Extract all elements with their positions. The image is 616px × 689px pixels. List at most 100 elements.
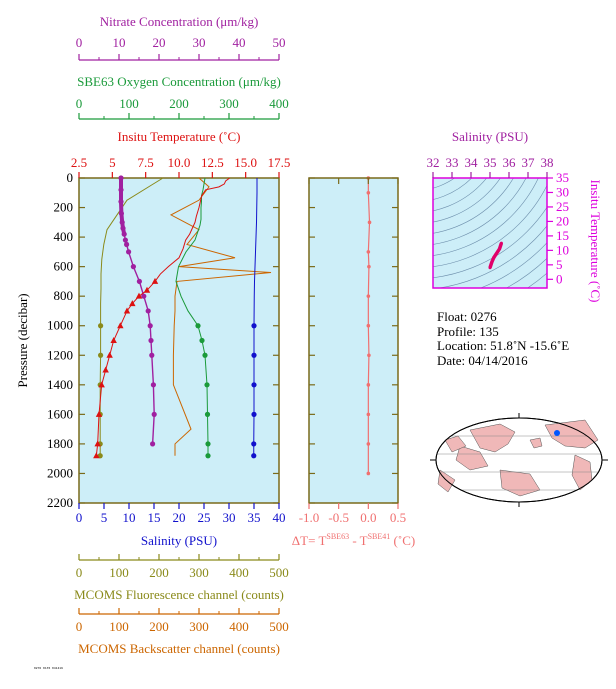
delta-t-title-mid: - T xyxy=(349,533,368,548)
ts-salinity-tick-label: 36 xyxy=(503,155,517,170)
pressure-axis-tick-label: 400 xyxy=(54,229,74,244)
oxygen-axis-title: SBE63 Oxygen Concentration (μm/kg) xyxy=(77,74,281,89)
ts-point xyxy=(488,266,492,270)
delta-t-panel-background xyxy=(309,178,398,503)
ts-point xyxy=(498,244,502,248)
nitrate-axis-tick-label: 30 xyxy=(193,35,206,50)
temperature-point xyxy=(117,322,124,329)
map-land xyxy=(444,435,467,453)
temperature-axis-tick-label: 2.5 xyxy=(71,155,87,170)
delta-t-axis: -1.0 -0.5 0.0 0.5 xyxy=(299,177,406,525)
temperature-point xyxy=(129,300,136,307)
salinity-axis: 0 5 10 15 20 25 30 35 40 xyxy=(76,503,286,525)
delta-t-point xyxy=(367,220,372,225)
oxygen-axis: 0 100 200 300 400 xyxy=(76,96,289,120)
nitrate-point xyxy=(150,441,156,447)
backscatter-axis-tick-label: 200 xyxy=(149,619,169,634)
ts-salinity-tick-label: 35 xyxy=(484,155,497,170)
salinity-axis-tick-label: 25 xyxy=(198,510,211,525)
nitrate-axis-tick-label: 10 xyxy=(113,35,126,50)
salinity-point xyxy=(251,441,257,447)
delta-t-point xyxy=(366,190,371,195)
nitrate-axis-tick-label: 50 xyxy=(273,35,286,50)
ts-salinity-tick-label: 38 xyxy=(541,155,554,170)
pressure-axis: 0 200 400 600 800 1000 1200 1400 1600 1800 2000 220… xyxy=(47,170,279,510)
salinity-axis-tick-label: 0 xyxy=(76,510,83,525)
fluorescence-point xyxy=(98,352,104,358)
fluorescence-axis-tick-label: 100 xyxy=(109,565,129,580)
delta-t-panel-frame xyxy=(308,177,399,504)
oxygen-point xyxy=(202,352,208,358)
delta-t-point xyxy=(366,383,371,387)
oxygen-point xyxy=(205,453,211,459)
salinity-axis-tick-label: 20 xyxy=(173,510,186,525)
nitrate-axis: 0 10 20 30 40 50 xyxy=(76,35,286,61)
backscatter-axis-title: MCOMS Backscatter channel (counts) xyxy=(78,641,280,656)
temperature-axis-tick-label: 7.5 xyxy=(138,155,154,170)
profile-series xyxy=(93,175,272,459)
oxygen-axis-tick-label: 0 xyxy=(76,96,83,111)
salinity-series-line xyxy=(253,178,258,456)
oxygen-series-line xyxy=(175,177,209,456)
salinity-point xyxy=(251,453,257,459)
fluorescence-point xyxy=(97,453,103,459)
ts-salinity-tick-label: 34 xyxy=(465,155,479,170)
nitrate-point xyxy=(148,337,154,344)
nitrate-point xyxy=(141,293,147,299)
ts-temperature-axis-title: Insitu Temperature (˚C) xyxy=(588,179,603,302)
map-land xyxy=(455,445,489,471)
world-map xyxy=(430,413,608,507)
map-land xyxy=(499,469,541,497)
pressure-axis-title: Pressure (decibar) xyxy=(15,293,30,387)
backscatter-axis-tick-label: 400 xyxy=(229,619,249,634)
map-land xyxy=(469,423,516,453)
map-land xyxy=(544,419,599,449)
ts-temperature-tick-label: 20 xyxy=(556,213,569,228)
footer-text: 0276 0135 041416 xyxy=(34,666,63,670)
temperature-point xyxy=(123,307,131,314)
nitrate-axis-tick-label: 40 xyxy=(233,35,246,50)
temperature-axis-tick-label: 10.0 xyxy=(168,155,191,170)
backscatter-axis-tick-label: 300 xyxy=(189,619,209,634)
delta-t-point xyxy=(366,323,371,328)
delta-t-title-sup1: SBE63 xyxy=(326,532,349,541)
delta-t-point xyxy=(366,250,371,254)
backscatter-axis-tick-label: 100 xyxy=(109,619,129,634)
delta-t-axis-title: ΔT= TSBE63 - TSBE41 (˚C) xyxy=(292,532,415,548)
ts-point xyxy=(489,263,493,267)
ts-temperature-tick-label: 0 xyxy=(556,271,563,286)
pressure-axis-tick-label: 800 xyxy=(54,288,74,303)
temperature-axis-tick-label: 5 xyxy=(109,155,116,170)
nitrate-point xyxy=(150,382,156,388)
oxygen-point xyxy=(199,337,205,344)
temperature-point xyxy=(110,337,117,343)
temperature-axis: 2.5 5 7.5 10.0 12.5 15.0 17.5 xyxy=(71,155,290,178)
salinity-point xyxy=(251,352,257,358)
pressure-axis-tick-label: 2200 xyxy=(47,495,73,510)
delta-t-axis-tick-label: 0.5 xyxy=(390,510,406,525)
ts-panel-marks xyxy=(373,78,547,288)
delta-t-point xyxy=(366,412,371,417)
pressure-axis-tick-label: 2000 xyxy=(47,465,73,480)
pressure-axis-tick-label: 0 xyxy=(67,170,74,185)
temperature-axis-title: Insitu Temperature (˚C) xyxy=(117,129,240,144)
salinity-axis-tick-label: 15 xyxy=(148,510,161,525)
delta-t-point xyxy=(367,353,371,358)
pressure-axis-tick-label: 1000 xyxy=(47,318,73,333)
pressure-axis-tick-label: 200 xyxy=(54,200,74,215)
salinity-axis-tick-label: 35 xyxy=(248,510,261,525)
delta-t-panel-marks xyxy=(366,176,372,476)
nitrate-axis-title: Nitrate Concentration (μm/kg) xyxy=(100,14,259,29)
ts-salinity-axis-title: Salinity (PSU) xyxy=(452,129,528,144)
fluorescence-axis: 0 100 200 300 400 500 xyxy=(76,554,289,580)
ts-point xyxy=(499,241,503,245)
salinity-point xyxy=(251,411,257,417)
pressure-axis-tick-label: 1400 xyxy=(47,377,73,392)
delta-t-axis-tick-label: 0.0 xyxy=(360,510,376,525)
nitrate-point xyxy=(145,308,151,314)
salinity-point xyxy=(251,382,257,388)
ts-temperature-tick-label: 15 xyxy=(556,228,569,243)
ts-density-contour xyxy=(373,78,453,158)
date: Date: 04/14/2016 xyxy=(437,352,528,368)
